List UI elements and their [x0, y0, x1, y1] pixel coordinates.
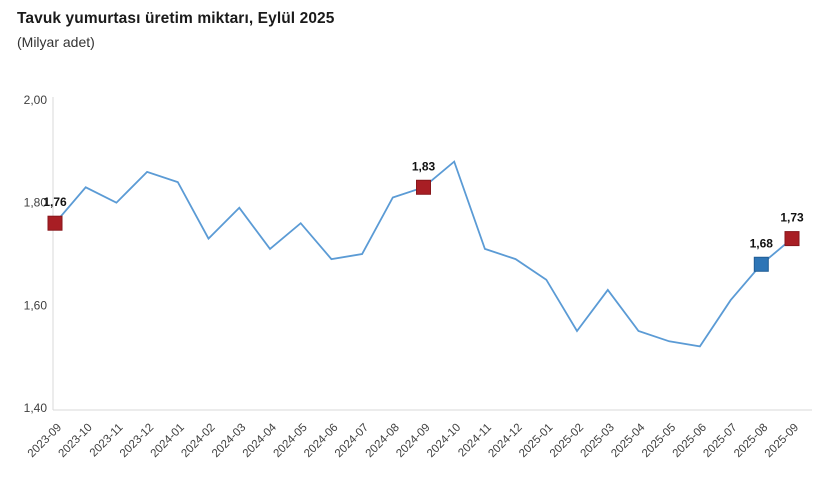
highlight-marker	[784, 231, 800, 247]
x-tick-label: 2025-09	[763, 422, 801, 460]
x-tick-label: 2023-10	[56, 422, 94, 460]
point-label: 1,83	[412, 159, 436, 173]
chart-title: Tavuk yumurtası üretim miktarı, Eylül 20…	[17, 10, 335, 27]
x-tick-label: 2024-10	[425, 422, 463, 460]
chart-header: Tavuk yumurtası üretim miktarı, Eylül 20…	[17, 10, 334, 50]
y-tick-label: 1,60	[24, 298, 48, 312]
y-tick-label: 1,80	[24, 196, 48, 210]
y-tick-label: 2,00	[24, 93, 48, 107]
highlight-marker	[753, 256, 769, 272]
chart-subtitle: (Milyar adet)	[17, 34, 95, 50]
point-label: 1,68	[750, 236, 774, 250]
y-tick-label: 1,40	[24, 401, 48, 415]
point-label: 1,76	[43, 195, 67, 209]
highlight-marker	[416, 179, 431, 195]
point-label: 1,73	[780, 211, 804, 225]
highlight-marker	[47, 215, 63, 231]
